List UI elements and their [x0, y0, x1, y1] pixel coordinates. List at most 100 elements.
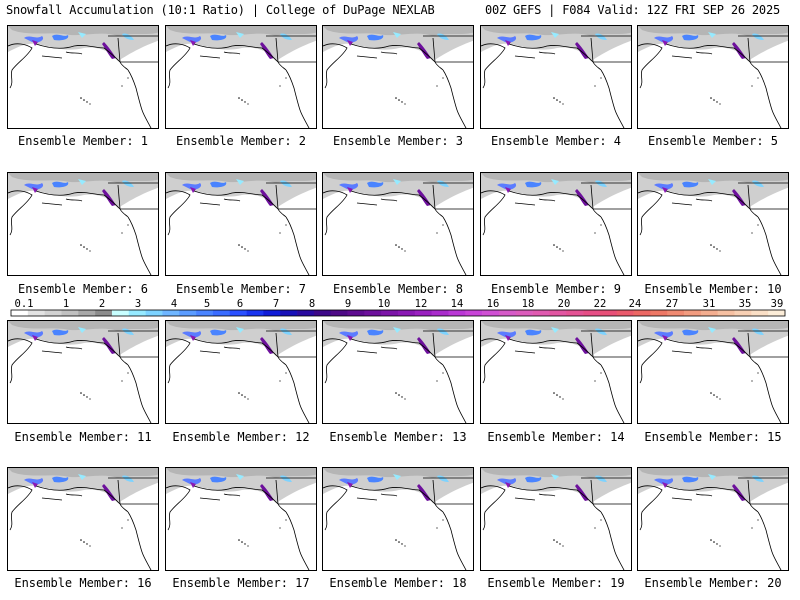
ensemble-member-caption: Ensemble Member: 7 [175, 282, 307, 296]
colorbar-swatch [448, 310, 466, 316]
colorbar-tick-label: 2 [99, 298, 105, 310]
ensemble-member-caption: Ensemble Member: 13 [329, 430, 467, 444]
ensemble-member-caption: Ensemble Member: 3 [332, 134, 464, 148]
ensemble-member-map [637, 25, 789, 129]
ensemble-member-caption: Ensemble Member: 14 [487, 430, 625, 444]
colorbar-swatch [414, 310, 432, 316]
colorbar-swatch [212, 310, 231, 316]
colorbar-swatch [330, 310, 348, 316]
colorbar-swatch [61, 310, 79, 316]
snowfall-colorbar: 0.1 1 2 3 4 5 6 7 8 9 10 12 14 16 18 20 22 24 27 31 35 39 [10, 298, 786, 317]
ensemble-member-caption: Ensemble Member: 17 [172, 576, 310, 590]
model-valid-time: 00Z GEFS | F084 Valid: 12Z FRI SEP 26 20… [484, 3, 780, 17]
colorbar-swatch [128, 310, 146, 316]
colorbar-swatch [583, 310, 601, 316]
colorbar-swatch [616, 310, 634, 316]
ensemble-member-map [7, 467, 159, 571]
ensemble-member-map [7, 320, 159, 424]
colorbar-swatch [599, 310, 618, 316]
ensemble-member-map [165, 467, 317, 571]
ensemble-member-caption: Ensemble Member: 2 [175, 134, 307, 148]
colorbar-swatch [515, 310, 533, 316]
colorbar-tick-label: 8 [309, 298, 315, 310]
colorbar-tick-label: 18 [522, 298, 535, 310]
ensemble-member-caption: Ensemble Member: 16 [14, 576, 152, 590]
ensemble-member-map [322, 320, 474, 424]
colorbar-swatch [684, 310, 702, 316]
colorbar-swatch [313, 310, 331, 316]
ensemble-member-map [7, 172, 159, 276]
colorbar-swatch [650, 310, 668, 316]
colorbar-tick-label: 22 [594, 298, 607, 310]
colorbar-swatch [717, 310, 735, 316]
colorbar-swatch [95, 310, 113, 316]
colorbar-swatch [549, 310, 567, 316]
ensemble-member-map [480, 467, 632, 571]
ensemble-member-map [165, 25, 317, 129]
colorbar-tick-label: 24 [629, 298, 642, 310]
ensemble-member-map [480, 172, 632, 276]
colorbar-swatch [196, 310, 214, 316]
colorbar-tick-label: 20 [558, 298, 571, 310]
ensemble-member-map [7, 25, 159, 129]
map-title: Snowfall Accumulation (10:1 Ratio) | Col… [6, 3, 435, 17]
colorbar-swatch [364, 310, 382, 316]
colorbar-swatch [532, 310, 550, 316]
colorbar-swatch [11, 310, 29, 316]
ensemble-member-map [322, 25, 474, 129]
colorbar-tick-label: 10 [378, 298, 391, 310]
ensemble-member-caption: Ensemble Member: 19 [487, 576, 625, 590]
colorbar-swatch [111, 310, 130, 316]
colorbar-tick-label: 39 [771, 298, 784, 310]
colorbar-tick-label: 31 [703, 298, 716, 310]
colorbar-swatch [145, 310, 163, 316]
ensemble-member-caption: Ensemble Member: 4 [490, 134, 622, 148]
colorbar-tick-label: 16 [487, 298, 500, 310]
ensemble-member-map [165, 172, 317, 276]
colorbar-swatch [78, 310, 96, 316]
ensemble-member-map [637, 172, 789, 276]
colorbar-swatch [381, 310, 399, 316]
colorbar-swatch [179, 310, 197, 316]
colorbar-swatch [398, 310, 416, 316]
colorbar-tick-label: 7 [273, 298, 279, 310]
ensemble-member-caption: Ensemble Member: 6 [17, 282, 149, 296]
ensemble-member-map [637, 467, 789, 571]
ensemble-member-map [165, 320, 317, 424]
colorbar-tick-label: 12 [415, 298, 428, 310]
ensemble-member-caption: Ensemble Member: 9 [490, 282, 622, 296]
ensemble-member-map [637, 320, 789, 424]
ensemble-member-caption: Ensemble Member: 12 [172, 430, 310, 444]
ensemble-member-caption: Ensemble Member: 20 [644, 576, 782, 590]
colorbar-swatch [633, 310, 651, 316]
colorbar-tick-label: 35 [739, 298, 752, 310]
ensemble-member-caption: Ensemble Member: 11 [14, 430, 152, 444]
ensemble-member-caption: Ensemble Member: 8 [332, 282, 464, 296]
colorbar-tick-label: 1 [63, 298, 69, 310]
colorbar-swatch [751, 310, 769, 316]
colorbar-swatch [700, 310, 718, 316]
colorbar-swatch [734, 310, 752, 316]
ensemble-member-caption: Ensemble Member: 1 [17, 134, 149, 148]
ensemble-member-map [480, 25, 632, 129]
colorbar-tick-label: 3 [135, 298, 141, 310]
colorbar-swatch [768, 310, 786, 316]
colorbar-swatch [280, 310, 298, 316]
colorbar-tick-label: 5 [204, 298, 210, 310]
colorbar-swatch [297, 310, 315, 316]
colorbar-tick-label: 14 [451, 298, 464, 310]
ensemble-member-caption: Ensemble Member: 5 [647, 134, 779, 148]
ensemble-member-caption: Ensemble Member: 18 [329, 576, 467, 590]
ensemble-member-caption: Ensemble Member: 15 [644, 430, 782, 444]
ensemble-member-map [480, 320, 632, 424]
colorbar-tick-label: 9 [345, 298, 351, 310]
colorbar-tick-label: 0.1 [15, 298, 34, 310]
colorbar-swatch [263, 310, 281, 316]
colorbar-swatch [431, 310, 449, 316]
colorbar-swatch [465, 310, 483, 316]
colorbar-swatch [44, 310, 62, 316]
colorbar-swatch [667, 310, 685, 316]
colorbar-swatch [347, 310, 365, 316]
colorbar-swatch [482, 310, 500, 316]
colorbar-swatch [246, 310, 264, 316]
